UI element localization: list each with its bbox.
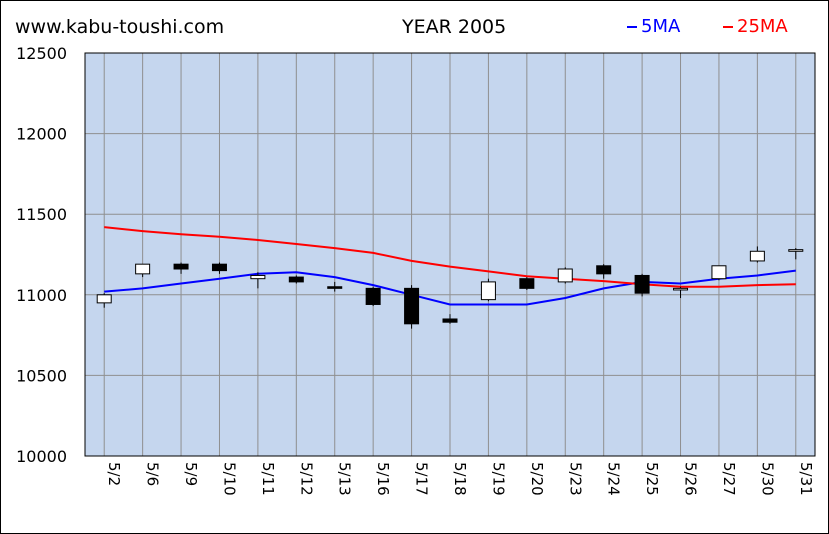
grid-lines <box>85 52 815 457</box>
candle-body-down <box>211 263 227 272</box>
x-tick-label: 5/9 <box>182 462 200 486</box>
x-tick-label: 5/19 <box>489 462 507 496</box>
candle-body-down <box>327 286 343 289</box>
x-tick-label: 5/17 <box>413 462 431 496</box>
legend-item-5ma: 5MA <box>627 16 680 37</box>
candle-body-up <box>250 274 266 280</box>
candle-body-down <box>404 287 420 325</box>
plot-border <box>84 52 816 457</box>
x-axis-ticks: 5/2 5/6 5/9 5/10 5/11 5/12 5/13 5/16 5/17 5/18 5/1… <box>105 462 815 496</box>
legend-label-5ma: 5MA <box>641 16 681 37</box>
series-line-25ma <box>104 226 796 288</box>
candle-body-down <box>442 318 458 323</box>
y-tick-label: 10000 <box>16 447 67 466</box>
x-tick-label: 5/12 <box>297 462 315 496</box>
candle-body-up <box>135 263 151 275</box>
candle-body-down <box>288 276 304 283</box>
x-tick-label: 5/31 <box>797 462 815 496</box>
legend-swatch-25ma <box>723 26 733 28</box>
chart-title: YEAR 2005 <box>402 16 507 38</box>
x-tick-label: 5/26 <box>682 462 700 496</box>
candle-body-up <box>557 268 573 283</box>
candles <box>96 246 804 329</box>
x-tick-label: 5/23 <box>566 462 584 496</box>
x-tick-label: 5/6 <box>144 462 162 486</box>
x-tick-label: 5/13 <box>336 462 354 496</box>
x-tick-label: 5/30 <box>758 462 776 496</box>
x-tick-label: 5/16 <box>374 462 392 496</box>
y-tick-label: 11000 <box>16 286 67 305</box>
y-axis-ticks: 10000 10500 11000 11500 12000 12500 <box>16 44 67 466</box>
candle-body-down <box>173 263 189 270</box>
candle-body-up <box>480 281 496 301</box>
moving-average-lines <box>104 226 796 306</box>
candle-body-up <box>711 265 727 280</box>
candle-body-down <box>365 287 381 305</box>
legend-label-25ma: 25MA <box>737 16 788 37</box>
candle-body-down <box>596 265 612 275</box>
legend-swatch-5ma <box>627 26 637 28</box>
x-tick-label: 5/11 <box>259 462 277 496</box>
site-url: www.kabu-toushi.com <box>15 16 225 38</box>
x-tick-label: 5/27 <box>720 462 738 496</box>
series-line-5ma <box>104 269 796 306</box>
x-tick-label: 5/10 <box>220 462 238 496</box>
candle-body-up <box>673 287 689 291</box>
x-tick-label: 5/2 <box>105 462 123 486</box>
y-tick-label: 11500 <box>16 205 67 224</box>
legend-item-25ma: 25MA <box>723 16 788 37</box>
candle-body-up <box>96 294 112 304</box>
x-tick-label: 5/20 <box>528 462 546 496</box>
candle-body-down <box>634 274 650 294</box>
y-tick-label: 10500 <box>16 366 67 385</box>
y-tick-label: 12500 <box>16 44 67 63</box>
x-tick-label: 5/24 <box>605 462 623 496</box>
candle-body-up <box>788 249 804 252</box>
candle-body-up <box>749 250 765 262</box>
candle-body-down <box>519 278 535 289</box>
y-tick-label: 12000 <box>16 125 67 144</box>
x-tick-label: 5/18 <box>451 462 469 496</box>
x-tick-label: 5/25 <box>643 462 661 496</box>
